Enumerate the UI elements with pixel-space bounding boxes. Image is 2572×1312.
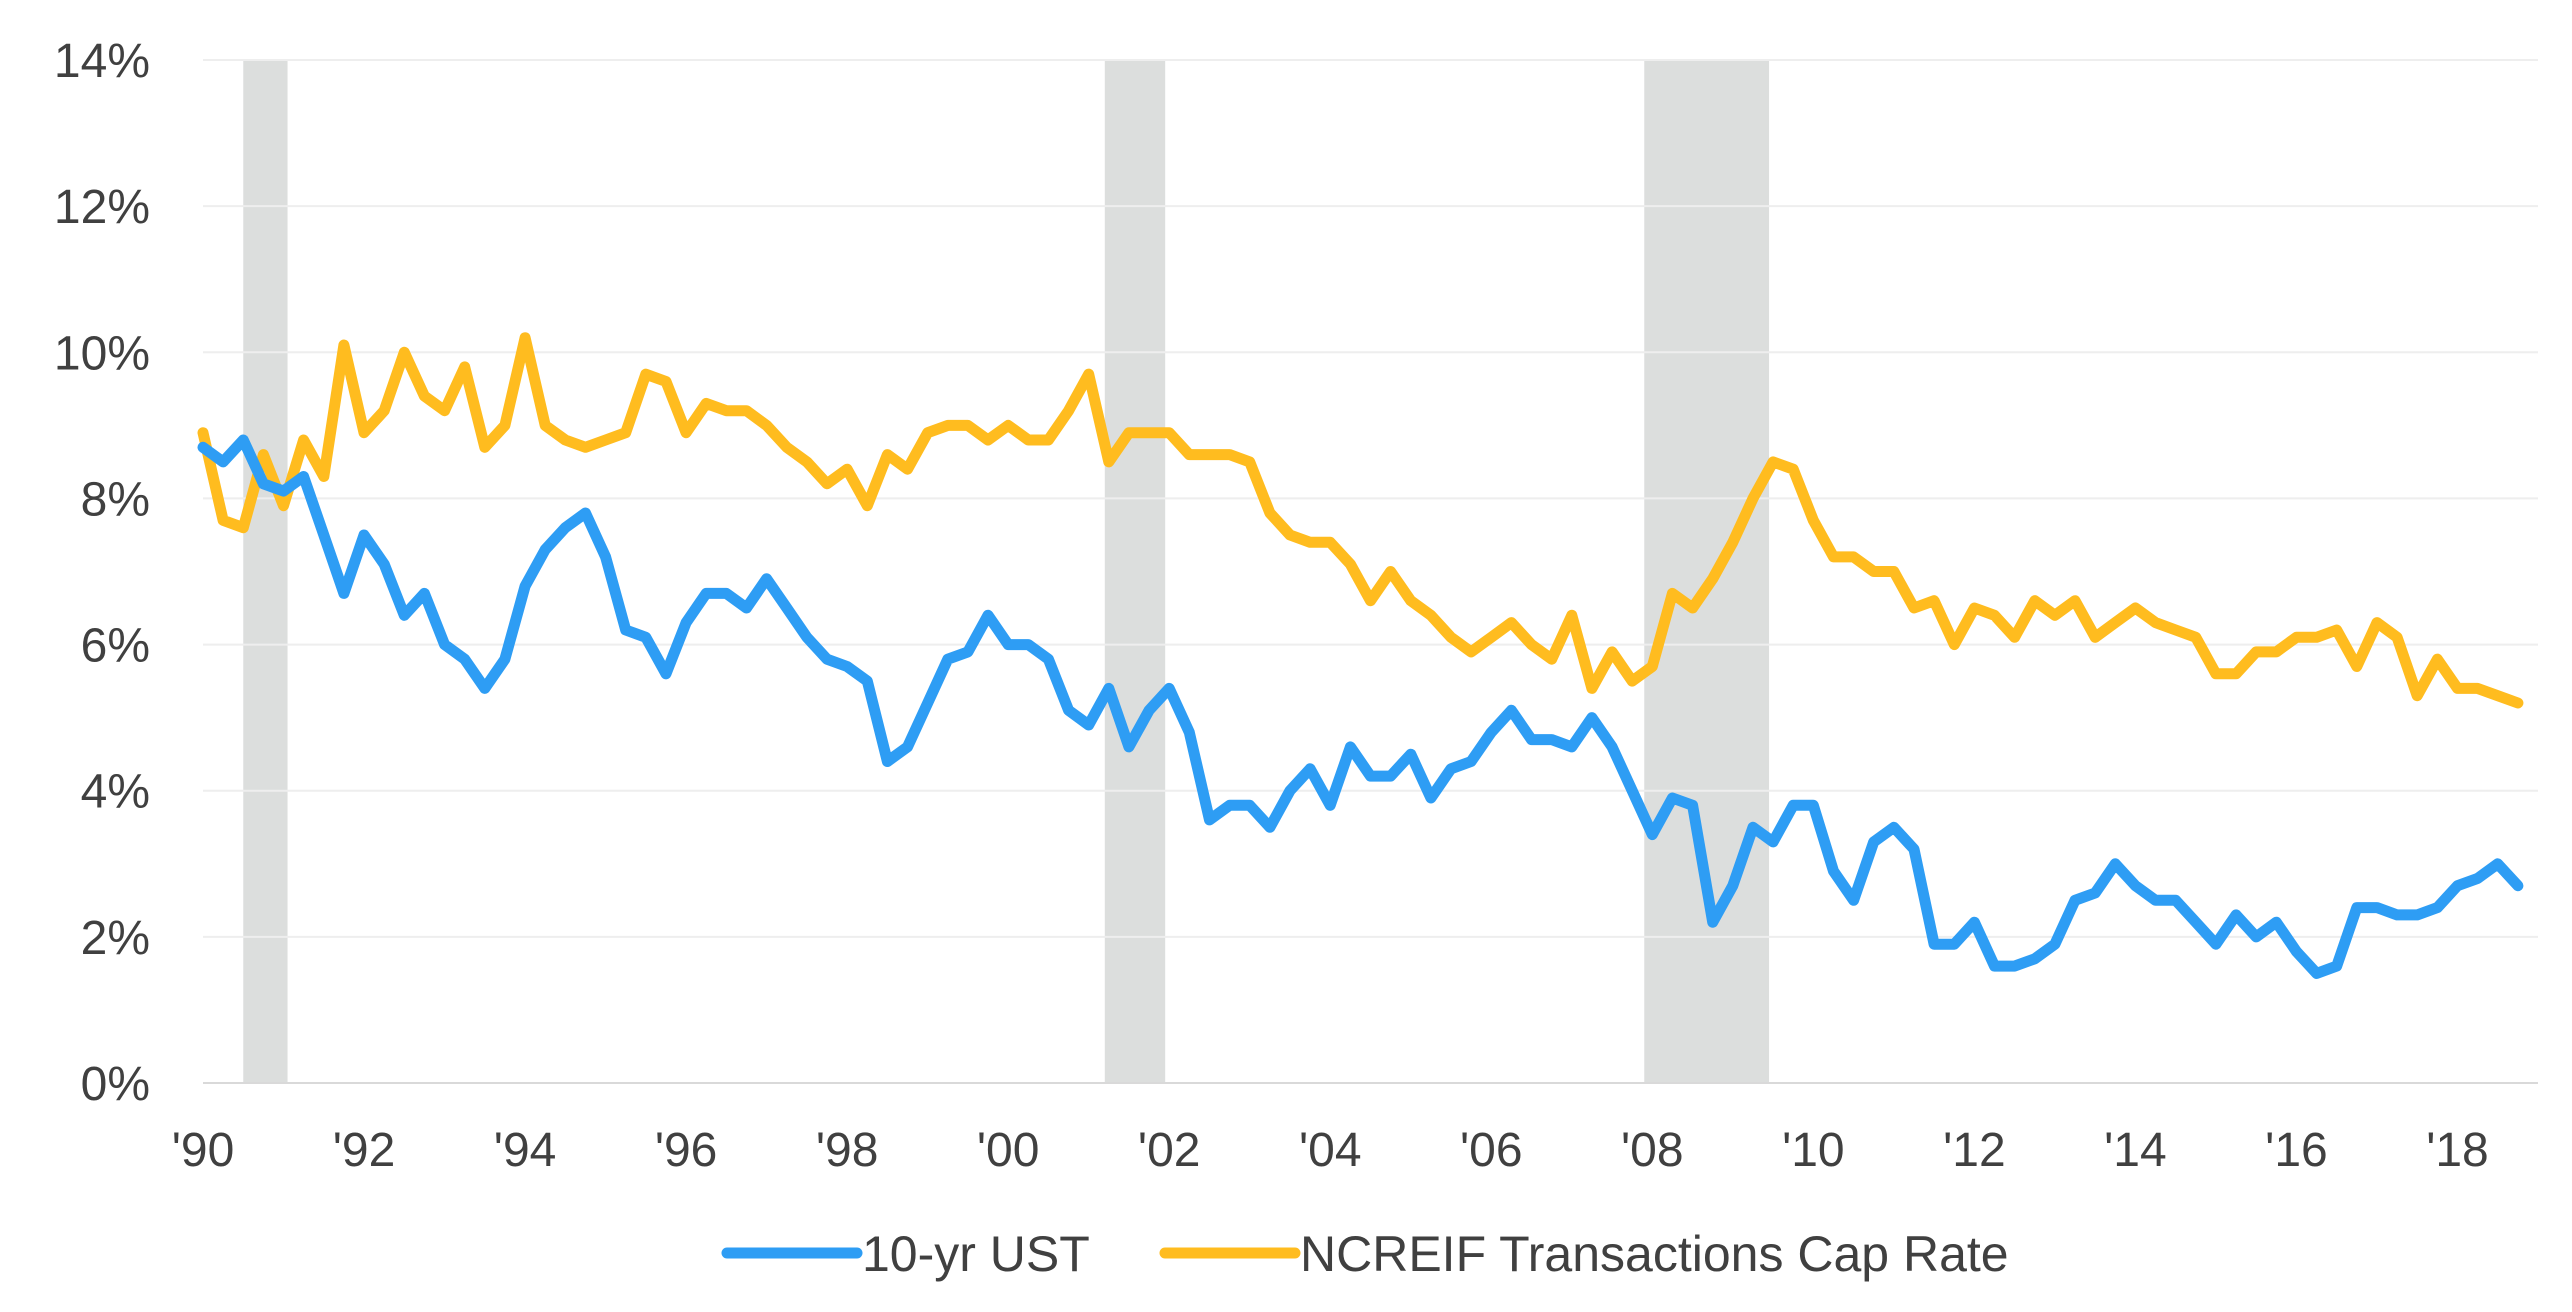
gridlines <box>203 59 2538 1084</box>
x-tick-label: '96 <box>655 1124 718 1177</box>
recession-band-1 <box>243 60 288 1083</box>
y-tick-label: 12% <box>54 181 150 234</box>
x-tick-label: '00 <box>977 1124 1040 1177</box>
y-tick-label: 10% <box>54 327 150 380</box>
y-tick-label: 4% <box>81 766 150 819</box>
legend: 10-yr UST NCREIF Transactions Cap Rate <box>721 1226 2009 1282</box>
y-tick-label: 6% <box>81 620 150 673</box>
series-lines <box>197 332 2524 979</box>
y-tick-label: 0% <box>81 1058 150 1111</box>
y-tick-label: 8% <box>81 473 150 526</box>
y-tick-label: 2% <box>81 912 150 965</box>
series-line-10-yr-ust <box>197 434 2524 979</box>
x-tick-label: '92 <box>333 1124 396 1177</box>
x-tick-label: '18 <box>2426 1124 2489 1177</box>
recession-bands <box>243 60 1770 1083</box>
x-tick-label: '04 <box>1299 1124 1362 1177</box>
legend-label-ncreif-transactions-cap-rate: NCREIF Transactions Cap Rate <box>1300 1226 2009 1282</box>
recession-band-2 <box>1104 60 1166 1083</box>
x-tick-label: '08 <box>1621 1124 1684 1177</box>
x-tick-label: '14 <box>2104 1124 2167 1177</box>
x-tick-label: '98 <box>816 1124 879 1177</box>
x-tick-label: '94 <box>494 1124 557 1177</box>
series-line-ncreif-transactions-cap-rate <box>197 332 2524 709</box>
x-tick-label: '10 <box>1782 1124 1845 1177</box>
x-tick-label: '12 <box>1943 1124 2006 1177</box>
x-tick-label: '06 <box>1460 1124 1523 1177</box>
y-tick-label: 14% <box>54 35 150 88</box>
x-tick-label: '90 <box>172 1124 235 1177</box>
x-tick-label: '02 <box>1138 1124 1201 1177</box>
legend-label-10-yr-ust: 10-yr UST <box>862 1226 1090 1282</box>
x-axis-tick-labels: '90 '92 '94 '96 '98 '00 '02 '04 '06 '08 '10 '12 '14 '… <box>172 1124 2489 1177</box>
y-axis-tick-labels: 0% 2% 4% 6% 8% 10% 12% 14% <box>54 35 150 1111</box>
recession-band-3 <box>1644 60 1770 1083</box>
x-tick-label: '16 <box>2265 1124 2328 1177</box>
